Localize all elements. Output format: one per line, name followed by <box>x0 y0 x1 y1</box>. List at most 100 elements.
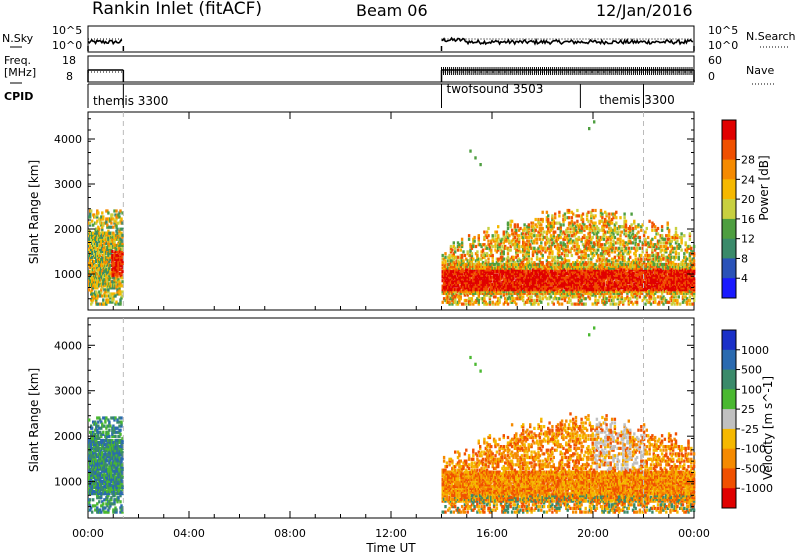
data-cell <box>633 262 636 267</box>
data-cell <box>466 293 469 297</box>
data-cell <box>107 211 110 215</box>
data-cell <box>515 286 518 290</box>
data-cell <box>445 268 449 272</box>
data-cell <box>559 230 562 234</box>
data-cell <box>458 264 461 268</box>
data-cell <box>513 271 517 276</box>
data-cell <box>558 291 561 295</box>
data-cell <box>513 266 517 270</box>
data-cell <box>648 293 651 297</box>
data-cell <box>541 210 544 214</box>
data-cell <box>622 225 625 229</box>
data-cell <box>574 225 578 229</box>
data-cell <box>595 289 599 294</box>
data-cell <box>441 288 444 292</box>
data-cell <box>119 292 122 296</box>
data-cell <box>526 262 529 267</box>
data-cell <box>492 288 496 292</box>
data-cell <box>494 244 497 249</box>
data-cell <box>633 275 636 279</box>
data-cell <box>484 279 487 283</box>
data-cell <box>634 279 637 283</box>
data-cell <box>460 271 464 276</box>
data-cell <box>599 288 603 292</box>
data-cell <box>97 225 100 229</box>
data-cell <box>565 288 568 292</box>
data-cell <box>479 273 482 277</box>
data-cell <box>512 270 515 274</box>
data-cell <box>548 279 551 283</box>
data-cell <box>505 271 508 276</box>
data-cell <box>604 302 607 306</box>
data-cell <box>490 239 493 243</box>
data-cell <box>469 282 472 286</box>
data-cell <box>594 279 597 283</box>
data-cell <box>642 295 646 299</box>
data-cell <box>516 293 519 297</box>
data-cell <box>459 270 462 274</box>
data-cell <box>658 286 661 290</box>
data-cell <box>530 288 533 292</box>
data-cell <box>556 262 560 267</box>
data-cell <box>467 288 471 292</box>
data-cell <box>629 230 632 234</box>
data-cell <box>481 289 485 294</box>
data-cell <box>574 284 578 288</box>
data-cell <box>91 219 94 223</box>
data-cell <box>492 286 496 290</box>
data-cell <box>587 235 590 240</box>
data-cell <box>551 259 554 263</box>
data-cell <box>591 221 594 225</box>
data-cell <box>481 270 485 274</box>
data-cell <box>121 235 124 239</box>
data-cell <box>544 282 547 286</box>
data-cell <box>100 223 103 227</box>
data-cell <box>587 232 590 236</box>
data-cell <box>495 284 499 288</box>
data-cell <box>519 291 522 295</box>
data-cell <box>651 264 654 268</box>
data-cell <box>102 223 105 227</box>
data-cell <box>554 277 557 281</box>
data-cell <box>454 266 457 270</box>
data-cell <box>577 262 580 267</box>
data-cell <box>579 262 582 267</box>
data-cell <box>572 293 575 297</box>
data-cell <box>640 228 643 232</box>
data-cell <box>658 262 661 267</box>
data-cell <box>613 225 617 229</box>
data-cell <box>604 297 607 301</box>
data-cell <box>527 226 530 231</box>
data-cell <box>627 235 630 240</box>
data-cell <box>477 300 480 304</box>
data-cell <box>512 280 515 285</box>
data-cell <box>459 279 462 283</box>
data-cell <box>481 264 485 268</box>
data-cell <box>658 266 661 270</box>
data-cell <box>588 262 592 267</box>
data-cell <box>584 284 587 288</box>
data-cell <box>619 234 622 238</box>
data-cell <box>662 241 665 245</box>
data-cell <box>648 297 651 301</box>
data-cell <box>465 289 468 294</box>
data-cell <box>509 259 512 263</box>
data-cell <box>91 266 94 270</box>
data-cell <box>449 279 453 283</box>
data-cell <box>555 235 558 240</box>
data-cell <box>114 237 117 241</box>
data-cell <box>510 298 514 303</box>
data-cell <box>548 230 551 234</box>
data-cell <box>565 277 568 281</box>
data-cell <box>608 266 611 270</box>
data-cell <box>658 246 661 250</box>
data-cell <box>570 273 574 277</box>
data-cell <box>551 286 554 290</box>
data-cell <box>665 298 668 303</box>
data-cell <box>587 264 590 268</box>
data-cell <box>530 271 533 276</box>
data-cell <box>624 268 628 272</box>
data-cell <box>630 300 633 304</box>
data-cell <box>605 286 608 290</box>
data-cell <box>622 279 625 283</box>
